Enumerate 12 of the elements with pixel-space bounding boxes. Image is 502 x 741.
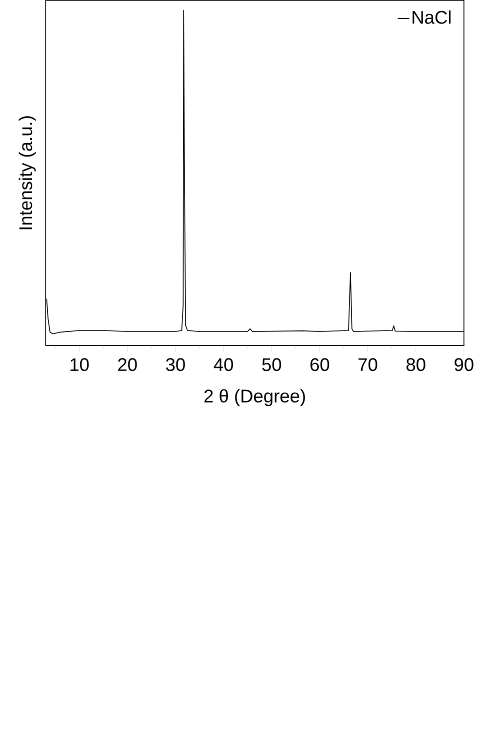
x-tick-label: 70	[358, 358, 378, 372]
x-tick-label: 10	[70, 358, 90, 372]
x-tick-label: 50	[262, 358, 282, 372]
legend-label: NaCl	[412, 10, 451, 24]
x-axis-title: 2 θ (Degree)	[204, 389, 306, 406]
x-tick-label: 90	[454, 358, 474, 372]
x-tick-label: 30	[166, 358, 186, 372]
x-tick-label: 80	[406, 358, 426, 372]
x-tick-label: 40	[214, 358, 234, 372]
x-tick-label: 60	[310, 358, 330, 372]
y-axis-title: Intensity (a.u.)	[19, 116, 36, 230]
x-tick-label: 20	[118, 358, 138, 372]
